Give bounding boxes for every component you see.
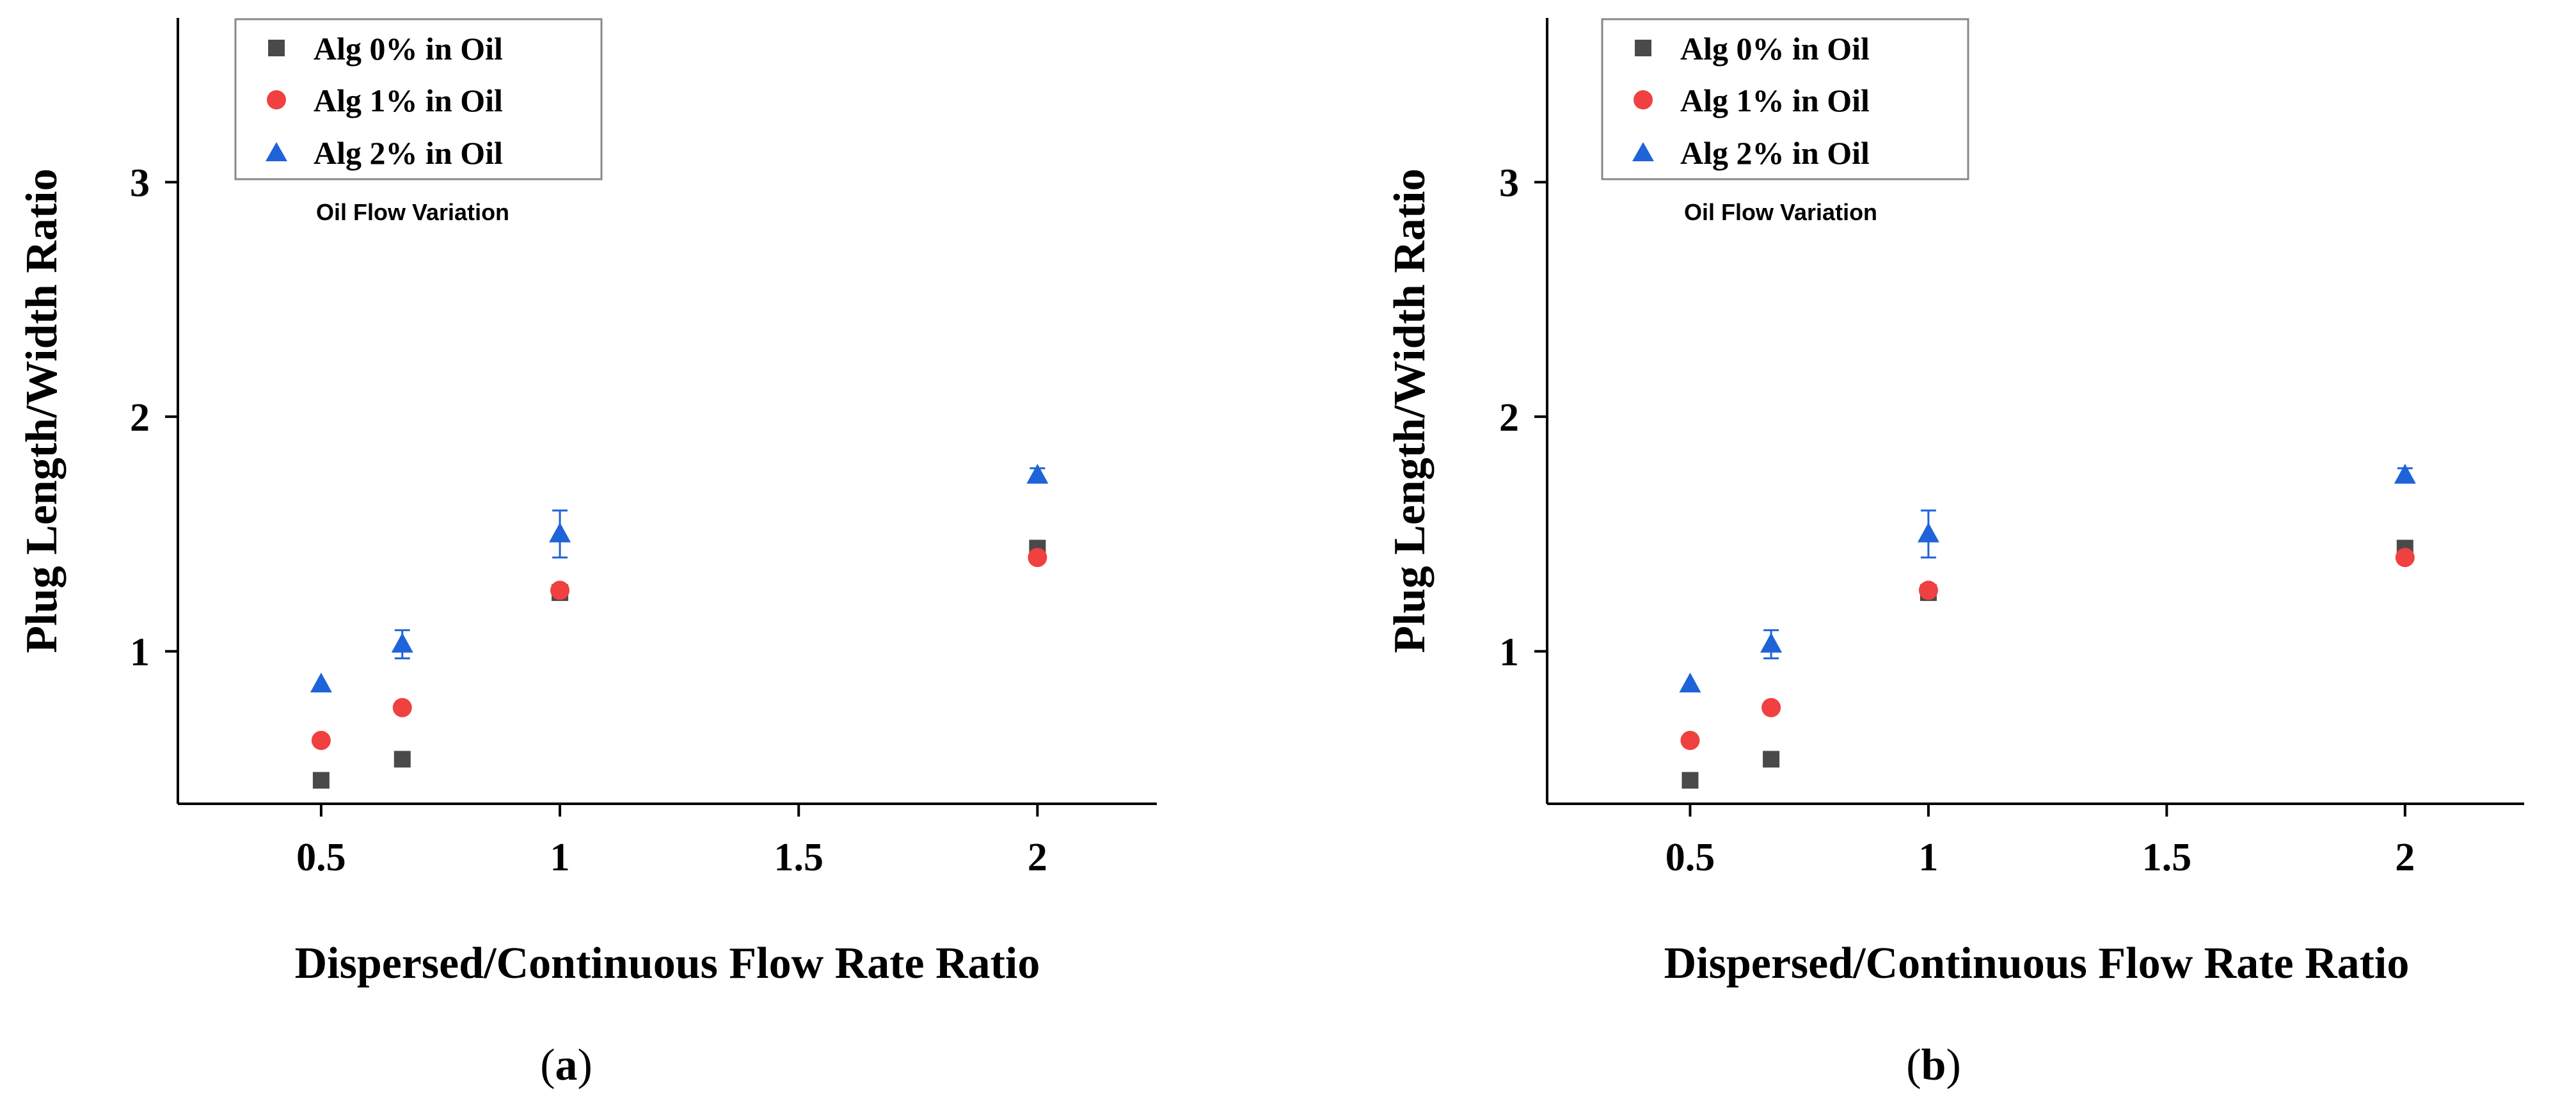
- data-point-circle: [2395, 548, 2415, 568]
- legend-box: [1601, 18, 1969, 180]
- data-point-circle: [550, 580, 570, 600]
- y-axis-title: Plug Length/Width Ratio: [1385, 168, 1435, 653]
- data-point-square: [394, 751, 411, 768]
- y-tick-label: 3: [130, 162, 150, 205]
- data-point-circle: [1761, 698, 1781, 717]
- data-point-triangle: [549, 522, 571, 543]
- x-tick-label: 0.5: [296, 836, 346, 879]
- data-point-triangle: [1760, 632, 1783, 653]
- data-marks: [1679, 463, 2416, 789]
- data-point-triangle: [2394, 463, 2416, 484]
- legend-label-alg1: Alg 1% in Oil: [314, 83, 503, 118]
- y-axis-title: Plug Length/Width Ratio: [17, 168, 67, 653]
- legend-label-alg1: Alg 1% in Oil: [1680, 83, 1870, 118]
- panel-label-letter: b: [1921, 1041, 1946, 1090]
- data-point-triangle: [310, 673, 332, 693]
- x-tick-label: 2: [2395, 836, 2415, 879]
- x-axis-title: Dispersed/Continuous Flow Rate Ratio: [295, 939, 1040, 988]
- x-tick-label: 1: [1918, 836, 1938, 879]
- data-marks: [310, 463, 1049, 789]
- svg-text:(b): (b): [1906, 1041, 1961, 1090]
- legend-marker-square: [268, 40, 285, 56]
- x-tick-label: 1.5: [774, 836, 823, 879]
- panel-label: (b): [1906, 1041, 1961, 1090]
- data-point-triangle: [1026, 463, 1049, 484]
- legend-box: [234, 18, 603, 180]
- legend-label-alg0: Alg 0% in Oil: [314, 31, 503, 67]
- data-point-circle: [392, 698, 412, 717]
- y-tick-label: 1: [1499, 631, 1519, 675]
- y-tick-label: 1: [130, 631, 150, 675]
- legend-marker-circle: [1634, 90, 1653, 109]
- data-point-triangle: [1679, 673, 1701, 693]
- legend-note: Oil Flow Variation: [1684, 199, 1877, 225]
- data-point-circle: [1680, 731, 1700, 751]
- y-tick-label: 3: [1499, 162, 1519, 205]
- legend-label-alg2: Alg 2% in Oil: [1680, 135, 1870, 171]
- x-axis-title: Dispersed/Continuous Flow Rate Ratio: [1664, 939, 2410, 988]
- x-tick-label: 2: [1028, 836, 1047, 879]
- y-tick-label: 2: [1499, 396, 1519, 440]
- svg-text:(a): (a): [540, 1041, 592, 1090]
- legend: Alg 0% in Oil Alg 1% in Oil Alg 2% in Oi…: [234, 18, 603, 225]
- panel-label-letter: a: [555, 1041, 578, 1090]
- panel-a: Plug Length/Width Ratio Dispersed/Contin…: [17, 18, 1157, 1090]
- legend-label-alg2: Alg 2% in Oil: [314, 135, 503, 171]
- legend-marker-triangle: [1632, 142, 1654, 161]
- x-tick-label: 1.5: [2142, 836, 2192, 879]
- legend-label-alg0: Alg 0% in Oil: [1680, 31, 1870, 67]
- data-point-square: [1682, 772, 1699, 789]
- x-tick-label: 1: [550, 836, 570, 879]
- data-point-triangle: [1917, 522, 1939, 543]
- data-point-circle: [311, 731, 331, 751]
- panel-label: (a): [540, 1041, 592, 1090]
- data-point-circle: [1028, 548, 1047, 568]
- data-point-square: [1763, 751, 1780, 768]
- data-point-triangle: [391, 632, 413, 653]
- y-tick-label: 2: [130, 396, 150, 440]
- data-point-square: [312, 772, 330, 789]
- legend-marker-triangle: [266, 142, 287, 161]
- legend: Alg 0% in Oil Alg 1% in Oil Alg 2% in Oi…: [1601, 18, 1969, 225]
- legend-marker-square: [1635, 40, 1651, 56]
- panel-b: Plug Length/Width Ratio Dispersed/Contin…: [1385, 18, 2524, 1090]
- legend-note: Oil Flow Variation: [316, 199, 509, 225]
- x-tick-label: 0.5: [1666, 836, 1715, 879]
- axis-ticks: 0.5 1 1.5 2 1 2 3: [130, 162, 1047, 879]
- data-point-circle: [1918, 580, 1938, 600]
- legend-marker-circle: [267, 90, 286, 109]
- axis-ticks: 0.5 1 1.5 2 1 2 3: [1499, 162, 2415, 879]
